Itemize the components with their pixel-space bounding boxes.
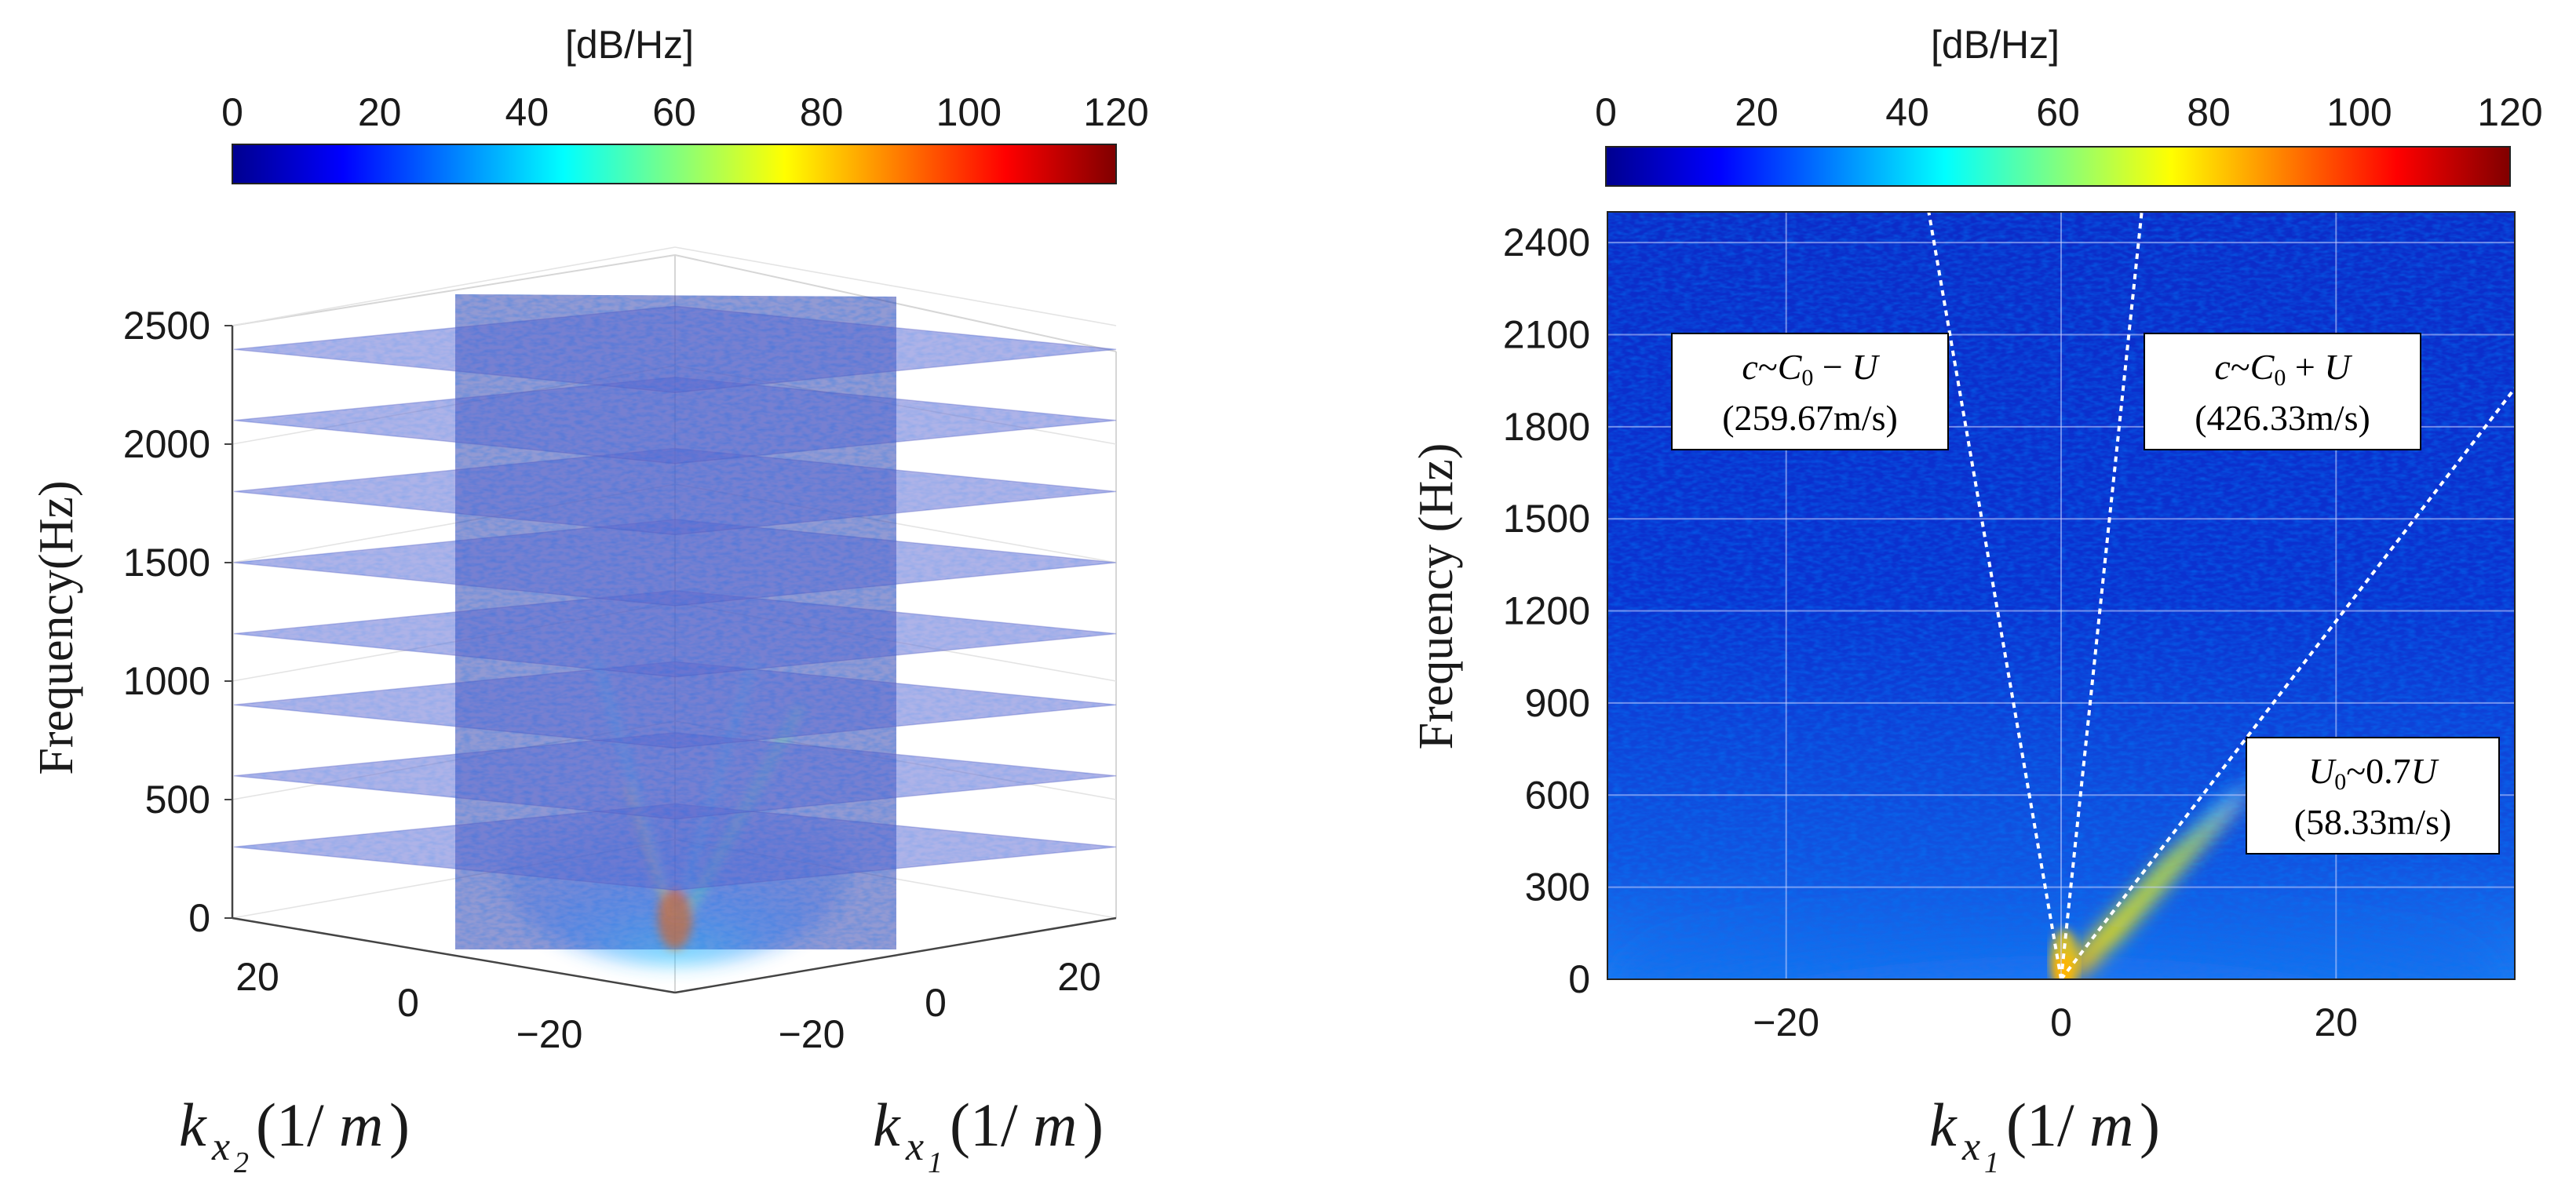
svg-text:m: m bbox=[2089, 1091, 2133, 1159]
colorbar-tick-label: 60 bbox=[652, 90, 696, 134]
colorbar-tick-label: 0 bbox=[221, 90, 243, 134]
colorbar-tick-label: 100 bbox=[2326, 90, 2392, 134]
colorbar-tick-label: 0 bbox=[1595, 90, 1617, 134]
right-y-tick-label: 2100 bbox=[1503, 312, 1590, 356]
right-colorbar-gradient bbox=[1605, 146, 2511, 187]
left-z-tick-label: 0 bbox=[188, 896, 210, 940]
left-z-tick-label: 1500 bbox=[123, 541, 210, 585]
colorbar-tick-label: 20 bbox=[358, 90, 402, 134]
left-z-tick-label: 1000 bbox=[123, 659, 210, 703]
left-3d-axes bbox=[231, 326, 1117, 994]
left-x2-tick-label: 20 bbox=[235, 955, 279, 999]
right-colorbar-unit: [dB/Hz] bbox=[1931, 23, 2060, 67]
left-x2-tick-label: −20 bbox=[516, 1012, 583, 1056]
left-x1-tick-label: 20 bbox=[1057, 955, 1101, 999]
colorbar-tick-label: 40 bbox=[505, 90, 549, 134]
right-y-tick-label: 300 bbox=[1525, 865, 1590, 909]
right-y-tick-label: 1200 bbox=[1503, 589, 1590, 633]
right-y-axis-label: Frequency (Hz) bbox=[1410, 443, 1463, 750]
svg-text:1: 1 bbox=[1984, 1146, 1999, 1177]
annotation-c-minus-value: (259.67m/s) bbox=[1722, 398, 1898, 438]
svg-text:): ) bbox=[2140, 1091, 2160, 1159]
colorbar-tick-label: 80 bbox=[2187, 90, 2231, 134]
annotation-c-minus: c~C0 − U (259.67m/s) bbox=[1671, 333, 1949, 450]
left-y-axis-label: Frequency(Hz) bbox=[30, 480, 83, 774]
left-x1-tick-label: −20 bbox=[779, 1012, 845, 1056]
left-x1-tick-label: 0 bbox=[925, 981, 947, 1025]
svg-text:1: 1 bbox=[928, 1146, 943, 1177]
right-y-tick-label: 1800 bbox=[1503, 405, 1590, 449]
svg-text:(1/: (1/ bbox=[950, 1091, 1018, 1159]
colorbar-tick-label: 20 bbox=[1735, 90, 1779, 134]
right-x-tick-label: 0 bbox=[2050, 1000, 2072, 1044]
left-3d-plot: 0 500 1000 1500 2000 2500 20 0 −20 −20 0 20 Frequ… bbox=[30, 246, 1117, 1177]
svg-text:(1/: (1/ bbox=[2006, 1091, 2074, 1159]
svg-text:x: x bbox=[1961, 1124, 1980, 1169]
left-x1-axis-label: k x 1 (1/ m ) bbox=[873, 1091, 1104, 1177]
dispersion-line-c~C0-U bbox=[1927, 212, 2063, 979]
right-x-tick-label: −20 bbox=[1753, 1000, 1819, 1044]
colorbar-tick-label: 120 bbox=[1083, 90, 1148, 134]
right-y-tick-label: 2400 bbox=[1503, 220, 1590, 264]
svg-text:2: 2 bbox=[234, 1146, 249, 1177]
left-x2-axis-label: k x 2 (1/ m ) bbox=[179, 1091, 410, 1177]
svg-text:m: m bbox=[339, 1091, 383, 1159]
left-z-tick-label: 2000 bbox=[123, 422, 210, 466]
svg-text:U0~0.7U: U0~0.7U bbox=[2308, 751, 2439, 795]
svg-text:): ) bbox=[389, 1091, 410, 1159]
right-y-tick-label: 900 bbox=[1525, 681, 1590, 725]
right-y-tick-label: 1500 bbox=[1503, 497, 1590, 541]
left-z-tick-label: 2500 bbox=[123, 304, 210, 348]
right-colorbar: [dB/Hz] 0 20 40 60 80 100 120 bbox=[1595, 23, 2543, 187]
left-colorbar-gradient bbox=[232, 144, 1117, 184]
svg-text:): ) bbox=[1083, 1091, 1104, 1159]
colorbar-tick-label: 80 bbox=[800, 90, 844, 134]
right-heatmap-plot: 0 300 600 900 1200 1500 1800 2100 2400 −20 0 20 Fr… bbox=[1410, 211, 2516, 1177]
right-y-tick-label: 0 bbox=[1568, 957, 1590, 1001]
right-x-tick-label: 20 bbox=[2314, 1000, 2358, 1044]
dispersion-line-c~C0+U bbox=[2060, 212, 2144, 979]
colorbar-tick-label: 100 bbox=[936, 90, 1002, 134]
left-z-tick-label: 500 bbox=[145, 778, 210, 822]
svg-text:x: x bbox=[211, 1124, 230, 1169]
left-colorbar-unit: [dB/Hz] bbox=[565, 23, 694, 67]
right-plot-frame bbox=[1607, 211, 2516, 980]
svg-text:(1/: (1/ bbox=[256, 1091, 324, 1159]
svg-text:m: m bbox=[1033, 1091, 1077, 1159]
svg-text:k: k bbox=[1929, 1091, 1958, 1159]
colorbar-tick-label: 120 bbox=[2477, 90, 2542, 134]
svg-text:k: k bbox=[179, 1091, 207, 1159]
left-x2-tick-label: 0 bbox=[397, 981, 419, 1025]
annotation-c-plus: c~C0 + U (426.33m/s) bbox=[2144, 333, 2421, 450]
left-colorbar: [dB/Hz] 0 20 40 60 80 100 120 bbox=[221, 23, 1149, 184]
right-convective-ridge bbox=[2060, 706, 2363, 979]
svg-text:k: k bbox=[873, 1091, 901, 1159]
right-y-tick-label: 600 bbox=[1525, 773, 1590, 817]
dispersion-line-U0~0.7U bbox=[2060, 387, 2515, 979]
left-3d-horizontal-slices bbox=[233, 305, 1117, 891]
colorbar-tick-label: 40 bbox=[1885, 90, 1929, 134]
colorbar-tick-label: 60 bbox=[2036, 90, 2080, 134]
annotation-c-plus-value: (426.33m/s) bbox=[2195, 398, 2370, 438]
right-x-axis-label: k x 1 (1/ m ) bbox=[1929, 1091, 2160, 1177]
annotation-u0-value: (58.33m/s) bbox=[2294, 802, 2452, 842]
annotation-u0: U0~0.7U (58.33m/s) bbox=[2246, 737, 2500, 855]
svg-text:x: x bbox=[905, 1124, 924, 1169]
